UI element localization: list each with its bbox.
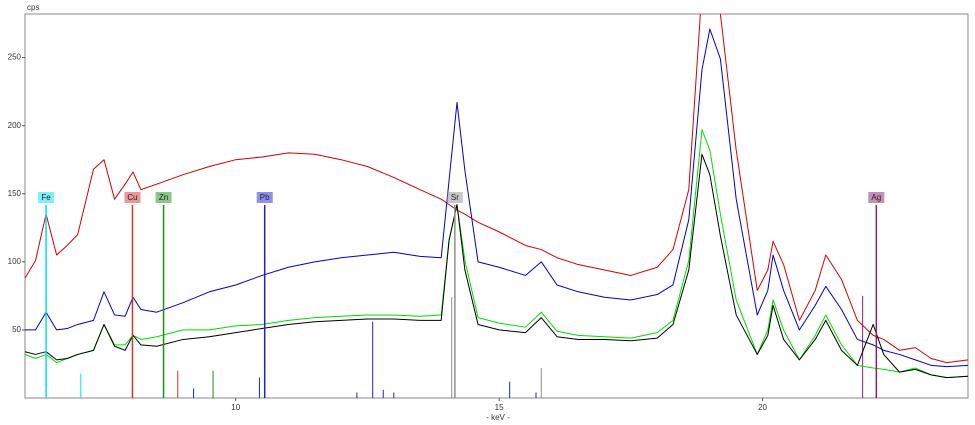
element-label: Cu bbox=[127, 193, 137, 202]
element-label-box bbox=[446, 192, 463, 203]
y-tick-label: 200 bbox=[8, 121, 22, 130]
y-axis-label: cps bbox=[27, 3, 39, 12]
element-label-box bbox=[124, 192, 141, 203]
spectrum-line bbox=[25, 28, 968, 368]
element-label: Sr bbox=[451, 193, 459, 202]
element-label: Fe bbox=[41, 193, 51, 202]
x-tick-label: 10 bbox=[231, 403, 240, 412]
spectrum-line bbox=[25, 129, 968, 379]
spectrum-line bbox=[25, 14, 968, 364]
y-tick-label: 100 bbox=[8, 257, 22, 266]
x-axis-label: - keV - bbox=[486, 413, 510, 422]
y-tick-label: 150 bbox=[8, 189, 22, 198]
element-label: Pb bbox=[260, 193, 270, 202]
element-label-box bbox=[155, 192, 172, 203]
element-label-box bbox=[868, 192, 885, 203]
y-tick-label: 250 bbox=[8, 53, 22, 62]
plot-area bbox=[25, 14, 968, 398]
spectrum-line bbox=[25, 153, 968, 379]
plot-frame bbox=[24, 13, 969, 399]
element-label: Ag bbox=[871, 193, 881, 202]
x-tick-label: 15 bbox=[495, 403, 504, 412]
element-label: Zn bbox=[159, 193, 168, 202]
element-label-box bbox=[256, 192, 273, 203]
y-tick-label: 50 bbox=[12, 325, 21, 334]
x-tick-label: 20 bbox=[758, 403, 767, 412]
element-label-box bbox=[38, 192, 55, 203]
